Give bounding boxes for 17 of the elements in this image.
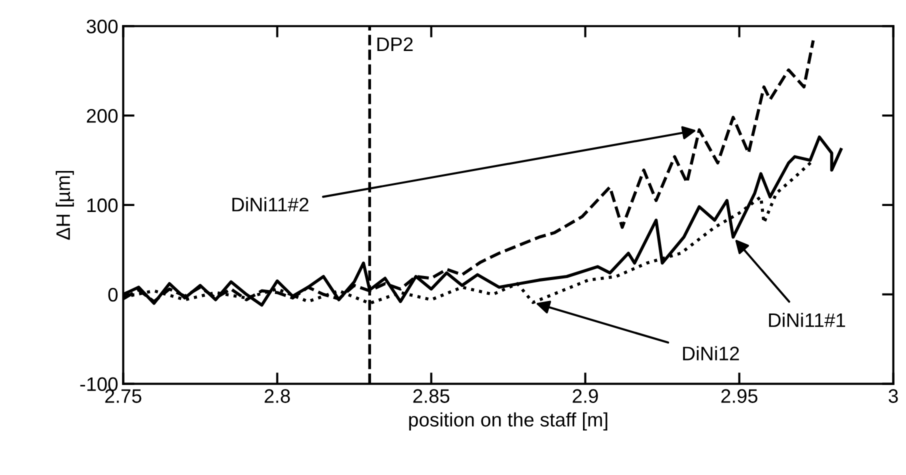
y-tick-label: 200	[86, 109, 118, 123]
x-tick-label: 3	[888, 389, 898, 403]
y-axis-title: ΔH [µm]	[56, 171, 74, 240]
x-tick-label: 2.85	[413, 389, 450, 403]
x-tick-label: 2.75	[105, 389, 142, 403]
x-tick-label: 2.95	[721, 389, 758, 403]
annotation: DiNi11#1	[769, 312, 846, 327]
annotation: DiNi11#2	[232, 197, 308, 212]
x-tick-label: 2.9	[572, 389, 598, 403]
ref-line-label: DP2	[377, 37, 413, 51]
x-axis-title: position on the staff [m]	[409, 412, 608, 430]
annotation: DiNi12	[683, 346, 739, 360]
y-tick-label: -100	[80, 377, 118, 392]
x-tick-label: 2.8	[264, 389, 290, 403]
y-tick-label: 300	[86, 20, 118, 34]
y-tick-label: 0	[108, 288, 118, 302]
y-tick-label: 100	[87, 198, 118, 212]
